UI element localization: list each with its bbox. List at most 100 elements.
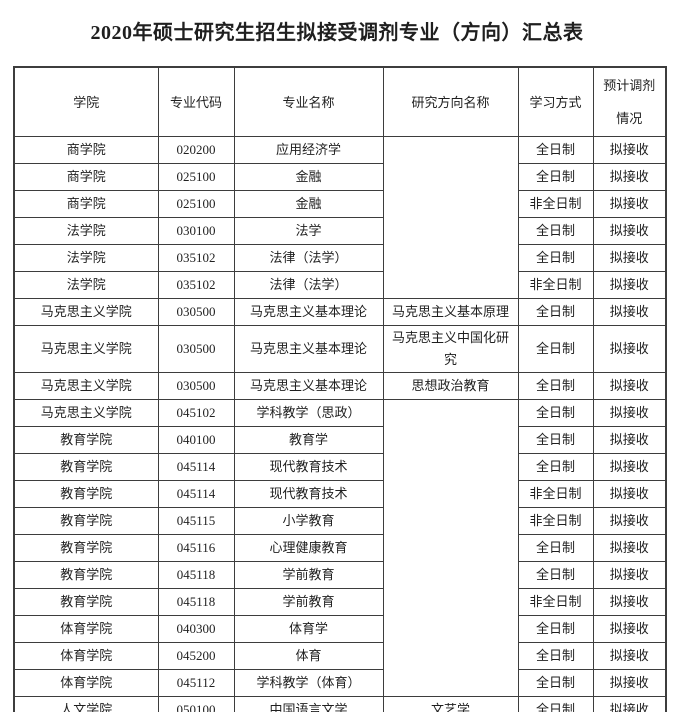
table-head: 学院 专业代码 专业名称 研究方向名称 学习方式 预计调剂 情况 xyxy=(13,66,667,137)
cell-study-mode: 全日制 xyxy=(517,534,594,562)
column-header-status: 预计调剂 情况 xyxy=(592,66,667,137)
table-row: 商学院 020200 应用经济学 全日制 拟接收 xyxy=(13,136,667,299)
column-header-line: 专业代码 xyxy=(169,94,222,110)
cell-major-code: 030100 xyxy=(157,217,235,245)
cell-major-code: 030500 xyxy=(157,372,235,400)
cell-major-name: 现代教育技术 xyxy=(233,453,384,481)
cell-status: 拟接收 xyxy=(592,217,667,245)
table-row: 马克思主义学院 030500 马克思主义基本理论 思想政治教育 全日制 拟接收 xyxy=(13,372,667,400)
cell-status: 拟接收 xyxy=(592,244,667,272)
cell-status: 拟接收 xyxy=(592,588,667,616)
cell-study-mode: 全日制 xyxy=(517,217,594,245)
cell-study-mode: 非全日制 xyxy=(517,271,594,299)
cell-college: 人文学院 xyxy=(13,696,159,712)
cell-major-code: 035102 xyxy=(157,271,235,299)
column-header-line: 专业名称 xyxy=(282,94,335,110)
cell-status: 拟接收 xyxy=(592,426,667,454)
table-row: 人文学院 050100 中国语言文学 文艺学 全日制 拟接收 xyxy=(13,696,667,712)
table-body: 商学院 020200 应用经济学 全日制 拟接收 商学院 025100 金融 全日制 拟接收 商学院… xyxy=(13,136,667,712)
cell-major-name: 马克思主义基本理论 xyxy=(233,325,384,373)
cell-major-code: 025100 xyxy=(157,190,235,218)
cell-college: 体育学院 xyxy=(13,615,159,643)
cell-major-name: 教育学 xyxy=(233,426,384,454)
cell-study-mode: 全日制 xyxy=(517,642,594,670)
cell-major-code: 045114 xyxy=(157,480,235,508)
cell-college: 教育学院 xyxy=(13,480,159,508)
cell-study-mode: 全日制 xyxy=(517,561,594,589)
cell-college: 马克思主义学院 xyxy=(13,298,159,326)
table-row: 法学院 035102 法律（法学） 非全日制 拟接收 xyxy=(13,271,667,299)
cell-status: 拟接收 xyxy=(592,271,667,299)
cell-status: 拟接收 xyxy=(592,325,667,373)
cell-direction: 文艺学 xyxy=(382,696,519,712)
table-row: 教育学院 045114 现代教育技术 全日制 拟接收 xyxy=(13,453,667,481)
table-row: 马克思主义学院 030500 马克思主义基本理论 马克思主义中国化研究 全日制 拟接收 xyxy=(13,325,667,373)
table-row: 法学院 035102 法律（法学） 全日制 拟接收 xyxy=(13,244,667,272)
cell-study-mode: 全日制 xyxy=(517,696,594,712)
cell-study-mode: 全日制 xyxy=(517,244,594,272)
cell-status: 拟接收 xyxy=(592,298,667,326)
cell-college: 法学院 xyxy=(13,271,159,299)
transfer-summary-table: 学院 专业代码 专业名称 研究方向名称 学习方式 预计调剂 情况 商学院 020200 应用经济… xyxy=(13,66,667,712)
cell-college: 马克思主义学院 xyxy=(13,372,159,400)
cell-major-name: 小学教育 xyxy=(233,507,384,535)
cell-study-mode: 全日制 xyxy=(517,669,594,697)
cell-major-name: 马克思主义基本理论 xyxy=(233,298,384,326)
cell-major-code: 040300 xyxy=(157,615,235,643)
cell-status: 拟接收 xyxy=(592,669,667,697)
table-row: 体育学院 045112 学科教学（体育） 全日制 拟接收 xyxy=(13,669,667,697)
cell-college: 教育学院 xyxy=(13,453,159,481)
cell-college: 教育学院 xyxy=(13,507,159,535)
page-title: 2020年硕士研究生招生拟接受调剂专业（方向）汇总表 xyxy=(90,22,584,44)
cell-college: 教育学院 xyxy=(13,588,159,616)
table-row: 教育学院 040100 教育学 全日制 拟接收 xyxy=(13,426,667,454)
cell-major-name: 学科教学（体育） xyxy=(233,669,384,697)
cell-major-name: 心理健康教育 xyxy=(233,534,384,562)
cell-status: 拟接收 xyxy=(592,615,667,643)
cell-major-code: 045118 xyxy=(157,588,235,616)
cell-direction: 思想政治教育 xyxy=(382,372,519,400)
cell-major-code: 045200 xyxy=(157,642,235,670)
cell-study-mode: 全日制 xyxy=(517,426,594,454)
cell-status: 拟接收 xyxy=(592,163,667,191)
cell-major-code: 045115 xyxy=(157,507,235,535)
column-header-line: 学习方式 xyxy=(529,94,582,110)
cell-major-code: 025100 xyxy=(157,163,235,191)
cell-major-name: 法学 xyxy=(233,217,384,245)
column-header-college: 学院 xyxy=(13,66,159,137)
cell-major-name: 金融 xyxy=(233,190,384,218)
header-row: 学院 专业代码 专业名称 研究方向名称 学习方式 预计调剂 情况 xyxy=(13,66,667,137)
table-row: 马克思主义学院 030500 马克思主义基本理论 马克思主义基本原理 全日制 拟接收 xyxy=(13,298,667,326)
cell-status: 拟接收 xyxy=(592,136,667,164)
cell-college: 商学院 xyxy=(13,163,159,191)
cell-status: 拟接收 xyxy=(592,561,667,589)
cell-status: 拟接收 xyxy=(592,190,667,218)
cell-college: 体育学院 xyxy=(13,642,159,670)
cell-major-code: 045118 xyxy=(157,561,235,589)
table-row: 教育学院 045114 现代教育技术 非全日制 拟接收 xyxy=(13,480,667,508)
cell-study-mode: 全日制 xyxy=(517,399,594,427)
cell-college: 教育学院 xyxy=(13,534,159,562)
cell-study-mode: 非全日制 xyxy=(517,190,594,218)
cell-college: 体育学院 xyxy=(13,669,159,697)
table-row: 体育学院 040300 体育学 全日制 拟接收 xyxy=(13,615,667,643)
cell-college: 马克思主义学院 xyxy=(13,399,159,427)
table-row: 商学院 025100 金融 全日制 拟接收 xyxy=(13,163,667,191)
cell-college: 法学院 xyxy=(13,244,159,272)
cell-college: 法学院 xyxy=(13,217,159,245)
cell-major-code: 045112 xyxy=(157,669,235,697)
cell-major-name: 体育学 xyxy=(233,615,384,643)
column-header-study-mode: 学习方式 xyxy=(517,66,594,137)
cell-direction: 马克思主义基本原理 xyxy=(382,298,519,326)
cell-major-name: 学前教育 xyxy=(233,588,384,616)
table-row: 商学院 025100 金融 非全日制 拟接收 xyxy=(13,190,667,218)
cell-study-mode: 非全日制 xyxy=(517,480,594,508)
cell-college: 马克思主义学院 xyxy=(13,325,159,373)
column-header-major-name: 专业名称 xyxy=(233,66,384,137)
cell-college: 商学院 xyxy=(13,190,159,218)
cell-study-mode: 全日制 xyxy=(517,453,594,481)
cell-major-code: 045116 xyxy=(157,534,235,562)
cell-major-name: 学前教育 xyxy=(233,561,384,589)
cell-direction xyxy=(382,136,519,299)
cell-major-code: 020200 xyxy=(157,136,235,164)
